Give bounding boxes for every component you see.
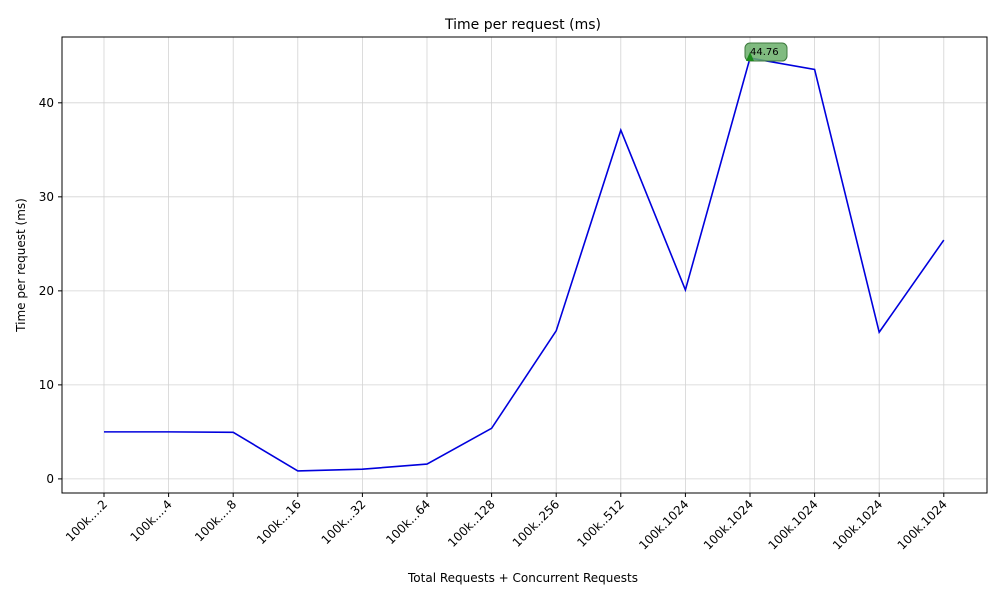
x-tick-label: 100k..512	[574, 497, 627, 550]
x-tick-label: 100k....4	[128, 497, 175, 544]
annotation: 44.76	[744, 42, 788, 62]
x-tick-label: 100k..256	[510, 497, 563, 550]
x-tick-label: 100k....8	[192, 497, 239, 544]
grid-lines	[62, 37, 987, 493]
x-tick-label: 100k.1024	[895, 497, 950, 552]
y-tick-label: 30	[39, 190, 54, 204]
series-line	[104, 57, 945, 472]
x-tick-label: 100k...32	[319, 497, 369, 547]
plot-frame	[61, 36, 988, 494]
x-tick-label: 100k..128	[445, 497, 498, 550]
annotation-box	[744, 42, 788, 62]
x-tick-label: 100k.1024	[701, 497, 756, 552]
x-tick-label: 100k....2	[63, 497, 110, 544]
x-axis-label: Total Requests + Concurrent Requests	[407, 571, 638, 585]
y-tick-label: 20	[39, 284, 54, 298]
y-axis: 0 10 20 30 40	[39, 96, 62, 486]
annotation-arrow	[746, 52, 754, 62]
x-axis: 100k....2 100k....4 100k....8 100k...16 100k…	[63, 493, 950, 553]
y-tick-label: 40	[39, 96, 54, 110]
x-tick-label: 100k...16	[254, 497, 304, 547]
y-axis-label: Time per request (ms)	[14, 198, 28, 333]
chart-title: Time per request (ms)	[444, 17, 601, 33]
x-tick-label: 100k.1024	[636, 497, 691, 552]
x-tick-label: 100k...64	[383, 497, 433, 547]
y-tick-label: 10	[39, 378, 54, 392]
x-tick-label: 100k.1024	[830, 497, 885, 552]
x-tick-label: 100k.1024	[765, 497, 820, 552]
annotation-label: 44.76	[750, 47, 779, 58]
y-tick-label: 0	[46, 472, 54, 486]
